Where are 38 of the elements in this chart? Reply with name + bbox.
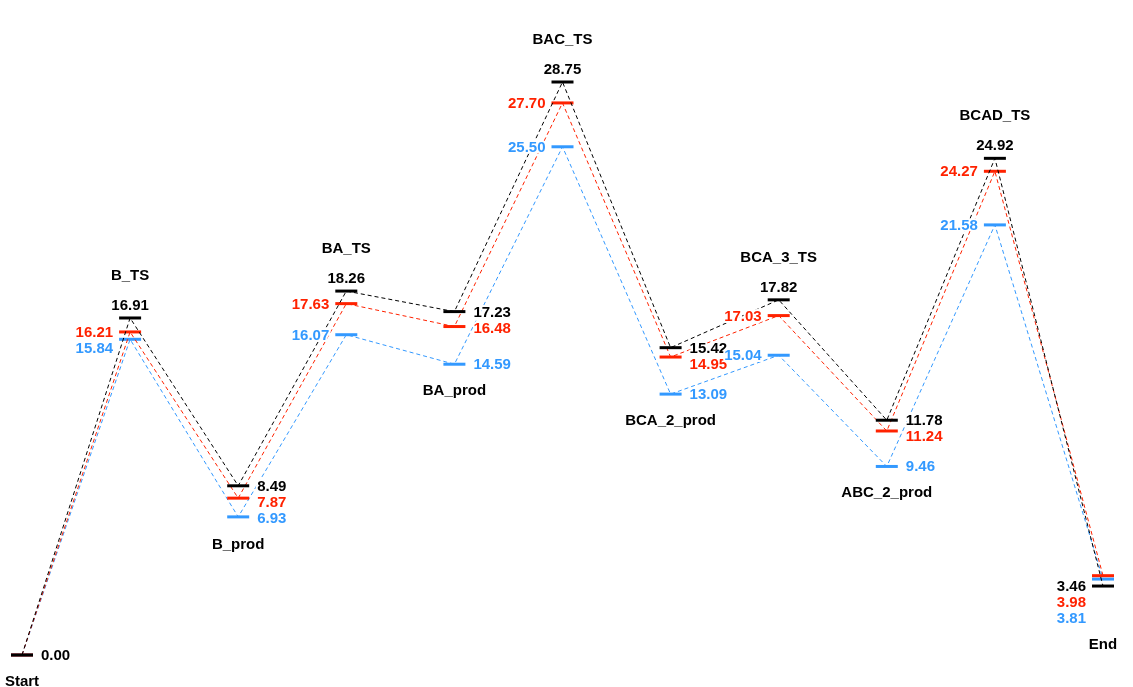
data-label: 27.70 bbox=[507, 93, 546, 111]
x-tick-label: B_prod bbox=[211, 534, 265, 552]
data-label: 17.63 bbox=[291, 294, 330, 312]
data-label: 0.00 bbox=[41, 646, 71, 663]
data-label: 18.26 bbox=[327, 269, 366, 287]
data-label: 6.93 bbox=[257, 508, 287, 526]
data-label: 3.81 bbox=[1056, 609, 1086, 627]
x-tick-label: B_TS bbox=[110, 265, 150, 283]
data-label: 16.91 bbox=[111, 295, 149, 313]
x-tick-label: BCA_2_prod bbox=[625, 411, 717, 429]
data-label: 11.24 bbox=[905, 427, 944, 445]
x-tick-label: ABC_2_prod bbox=[841, 483, 933, 501]
data-label: 17.03 bbox=[724, 306, 762, 324]
data-label: 16.48 bbox=[473, 318, 511, 336]
data-label: 24.27 bbox=[940, 162, 978, 180]
data-label: 24.92 bbox=[976, 136, 1014, 154]
data-label: 3.98 bbox=[1056, 593, 1086, 611]
x-tick-label: BAC_TS bbox=[532, 30, 593, 47]
data-label: 17.23 bbox=[473, 302, 511, 320]
data-label: 7.87 bbox=[257, 492, 287, 510]
data-label: 8.49 bbox=[257, 476, 287, 494]
data-label: 28.75 bbox=[543, 60, 582, 77]
data-label: 15.84 bbox=[75, 338, 114, 356]
data-label: 17.82 bbox=[759, 277, 798, 295]
x-tick-label: End bbox=[1088, 635, 1118, 653]
data-label: 9.46 bbox=[905, 457, 935, 475]
data-label: 16.07 bbox=[291, 325, 330, 343]
data-label: 16.21 bbox=[75, 322, 114, 340]
data-label: 11.78 bbox=[905, 411, 943, 429]
x-tick-label: BCAD_TS bbox=[959, 106, 1031, 124]
x-tick-label: BCA_3_TS bbox=[740, 247, 818, 265]
x-tick-label: Start bbox=[4, 672, 40, 687]
data-label: 3.46 bbox=[1056, 577, 1086, 595]
data-label: 21.58 bbox=[940, 215, 978, 233]
data-label: 14.59 bbox=[473, 355, 511, 373]
data-label: 13.09 bbox=[689, 385, 728, 403]
x-tick-label: BA_TS bbox=[321, 239, 371, 257]
x-tick-label: BA_prod bbox=[422, 381, 487, 399]
